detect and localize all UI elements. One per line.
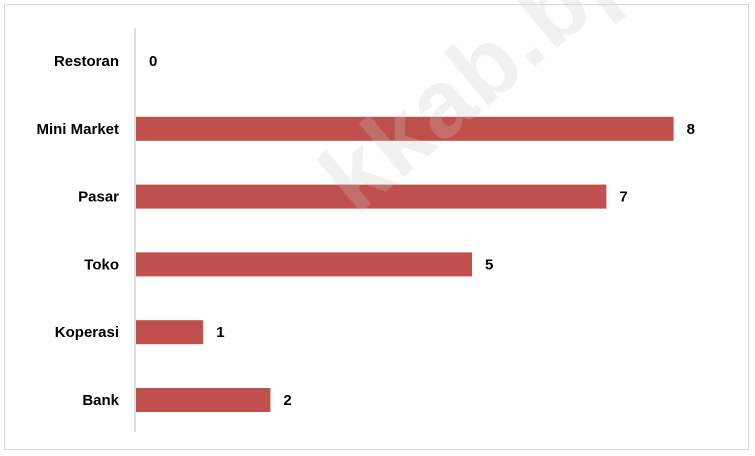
category-label-toko: Toko [84, 256, 119, 273]
data-label-bank: 2 [283, 392, 291, 409]
bar-pasar [136, 184, 607, 209]
data-label-pasar: 7 [619, 189, 627, 206]
bar-mini-market [136, 116, 674, 141]
data-label-mini-market: 8 [687, 121, 695, 138]
bar-toko [136, 252, 472, 277]
category-label-pasar: Pasar [78, 189, 119, 206]
category-label-restoran: Restoran [54, 53, 119, 70]
category-label-mini-market: Mini Market [36, 121, 119, 138]
bars-layer [136, 116, 674, 412]
labels-layer: Restoran 0 Mini Market 8 Pasar 7 Toko 5 Koperasi… [36, 53, 694, 409]
bar-koperasi [136, 320, 204, 345]
category-label-bank: Bank [82, 392, 119, 409]
chart-frame [4, 4, 749, 450]
bar-bank [136, 388, 271, 412]
data-label-koperasi: 1 [216, 324, 224, 341]
category-label-koperasi: Koperasi [55, 324, 119, 341]
data-label-restoran: 0 [149, 53, 157, 70]
data-label-toko: 5 [485, 256, 493, 273]
